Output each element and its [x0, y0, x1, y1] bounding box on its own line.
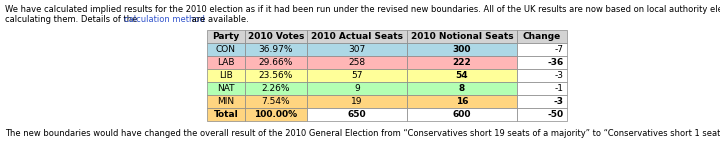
Bar	[407, 108, 517, 121]
Text: 100.00%: 100.00%	[254, 110, 297, 119]
Bar	[245, 30, 307, 43]
Bar	[245, 95, 307, 108]
Text: 23.56%: 23.56%	[258, 71, 293, 80]
Bar	[207, 108, 245, 121]
Text: 8: 8	[459, 84, 465, 93]
Text: 9: 9	[354, 84, 360, 93]
Bar	[307, 82, 407, 95]
Bar	[517, 108, 567, 121]
Text: 222: 222	[453, 58, 472, 67]
Text: MIN: MIN	[217, 97, 235, 106]
Bar	[245, 108, 307, 121]
Text: 19: 19	[351, 97, 363, 106]
Bar	[207, 30, 245, 43]
Text: We have calculated implied results for the 2010 election as if it had been run u: We have calculated implied results for t…	[5, 5, 720, 14]
Text: 2010 Notional Seats: 2010 Notional Seats	[410, 32, 513, 41]
Text: 650: 650	[348, 110, 366, 119]
Bar	[407, 69, 517, 82]
Text: 36.97%: 36.97%	[258, 45, 293, 54]
Bar	[307, 95, 407, 108]
Text: 300: 300	[453, 45, 472, 54]
Bar	[245, 56, 307, 69]
Text: LIB: LIB	[219, 71, 233, 80]
Text: -50: -50	[548, 110, 564, 119]
Text: Total: Total	[214, 110, 238, 119]
Text: 600: 600	[453, 110, 472, 119]
Text: 2.26%: 2.26%	[262, 84, 290, 93]
Bar	[407, 82, 517, 95]
Bar	[207, 43, 245, 56]
Text: CON: CON	[216, 45, 236, 54]
Text: 54: 54	[456, 71, 468, 80]
Bar	[517, 56, 567, 69]
Text: -36: -36	[548, 58, 564, 67]
Bar	[207, 56, 245, 69]
Text: 16: 16	[456, 97, 468, 106]
Bar	[517, 82, 567, 95]
Bar	[207, 69, 245, 82]
Text: 2010 Actual Seats: 2010 Actual Seats	[311, 32, 403, 41]
Text: Change: Change	[523, 32, 561, 41]
Text: 307: 307	[348, 45, 366, 54]
Bar	[407, 30, 517, 43]
Bar	[407, 56, 517, 69]
Bar	[245, 69, 307, 82]
Text: -3: -3	[554, 97, 564, 106]
Text: NAT: NAT	[217, 84, 235, 93]
Bar	[307, 108, 407, 121]
Bar	[207, 95, 245, 108]
Text: The new boundaries would have changed the overall result of the 2010 General Ele: The new boundaries would have changed th…	[5, 129, 720, 138]
Text: 258: 258	[348, 58, 366, 67]
Bar	[517, 30, 567, 43]
Text: 57: 57	[351, 71, 363, 80]
Text: are available.: are available.	[189, 15, 248, 24]
Bar	[307, 30, 407, 43]
Bar	[245, 82, 307, 95]
Text: 2010 Votes: 2010 Votes	[248, 32, 304, 41]
Bar	[517, 43, 567, 56]
Text: Party: Party	[212, 32, 240, 41]
Bar	[307, 43, 407, 56]
Bar	[307, 56, 407, 69]
Text: 29.66%: 29.66%	[258, 58, 293, 67]
Bar	[207, 82, 245, 95]
Text: -3: -3	[555, 71, 564, 80]
Text: calculation method: calculation method	[124, 15, 204, 24]
Bar	[307, 69, 407, 82]
Bar	[407, 95, 517, 108]
Bar	[517, 69, 567, 82]
Text: LAB: LAB	[217, 58, 235, 67]
Bar	[245, 43, 307, 56]
Text: -1: -1	[555, 84, 564, 93]
Bar	[517, 95, 567, 108]
Text: -7: -7	[555, 45, 564, 54]
Bar	[407, 43, 517, 56]
Text: calculating them. Details of the: calculating them. Details of the	[5, 15, 140, 24]
Text: 7.54%: 7.54%	[261, 97, 290, 106]
